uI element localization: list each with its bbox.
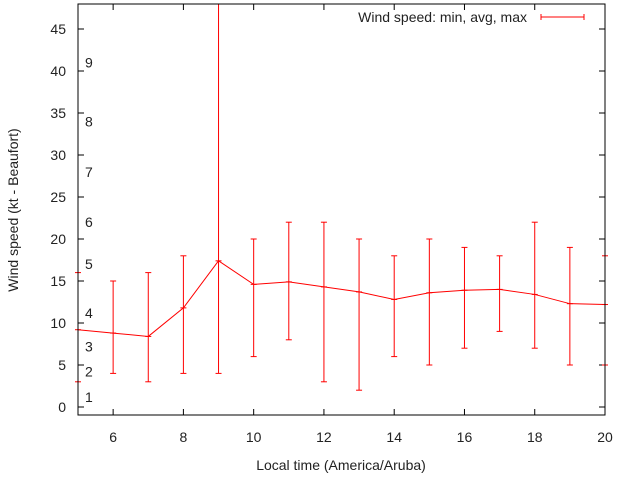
beaufort-label: 9 — [85, 55, 93, 71]
y-tick-label: 5 — [58, 357, 66, 373]
avg-line — [77, 260, 606, 337]
beaufort-label: 6 — [85, 214, 93, 230]
y-axis-label: Wind speed (kt - Beaufort) — [5, 128, 21, 291]
y-tick-label: 10 — [50, 315, 66, 331]
beaufort-label: 4 — [85, 305, 93, 321]
x-tick-label: 8 — [180, 429, 188, 445]
x-tick-label: 20 — [597, 429, 613, 445]
x-tick-label: 10 — [246, 429, 262, 445]
series-marks — [75, 4, 608, 391]
y-tick-label: 15 — [50, 273, 66, 289]
beaufort-label: 7 — [85, 164, 93, 180]
legend: Wind speed: min, avg, max — [358, 9, 585, 25]
beaufort-labels: 1 2 3 4 5 6 7 8 9 — [85, 55, 93, 405]
x-tick-label: 16 — [457, 429, 473, 445]
beaufort-label: 3 — [85, 339, 93, 355]
x-tick-label: 18 — [527, 429, 543, 445]
beaufort-label: 1 — [85, 389, 93, 405]
y-tick-label: 25 — [50, 189, 66, 205]
beaufort-label: 2 — [85, 364, 93, 380]
x-tick-label: 12 — [316, 429, 332, 445]
x-axis-label: Local time (America/Aruba) — [256, 457, 426, 473]
y-tick-label: 35 — [50, 105, 66, 121]
beaufort-label: 5 — [85, 256, 93, 272]
legend-label: Wind speed: min, avg, max — [358, 9, 527, 25]
y-tick-label: 0 — [58, 399, 66, 415]
y-tick-label: 30 — [50, 147, 66, 163]
x-tick-label: 14 — [386, 429, 402, 445]
y-tick-label: 45 — [50, 21, 66, 37]
plot-frame — [77, 3, 606, 416]
y-tick-label: 40 — [50, 63, 66, 79]
y-tick-label: 20 — [50, 231, 66, 247]
beaufort-label: 8 — [85, 113, 93, 129]
x-tick-label: 6 — [109, 429, 117, 445]
